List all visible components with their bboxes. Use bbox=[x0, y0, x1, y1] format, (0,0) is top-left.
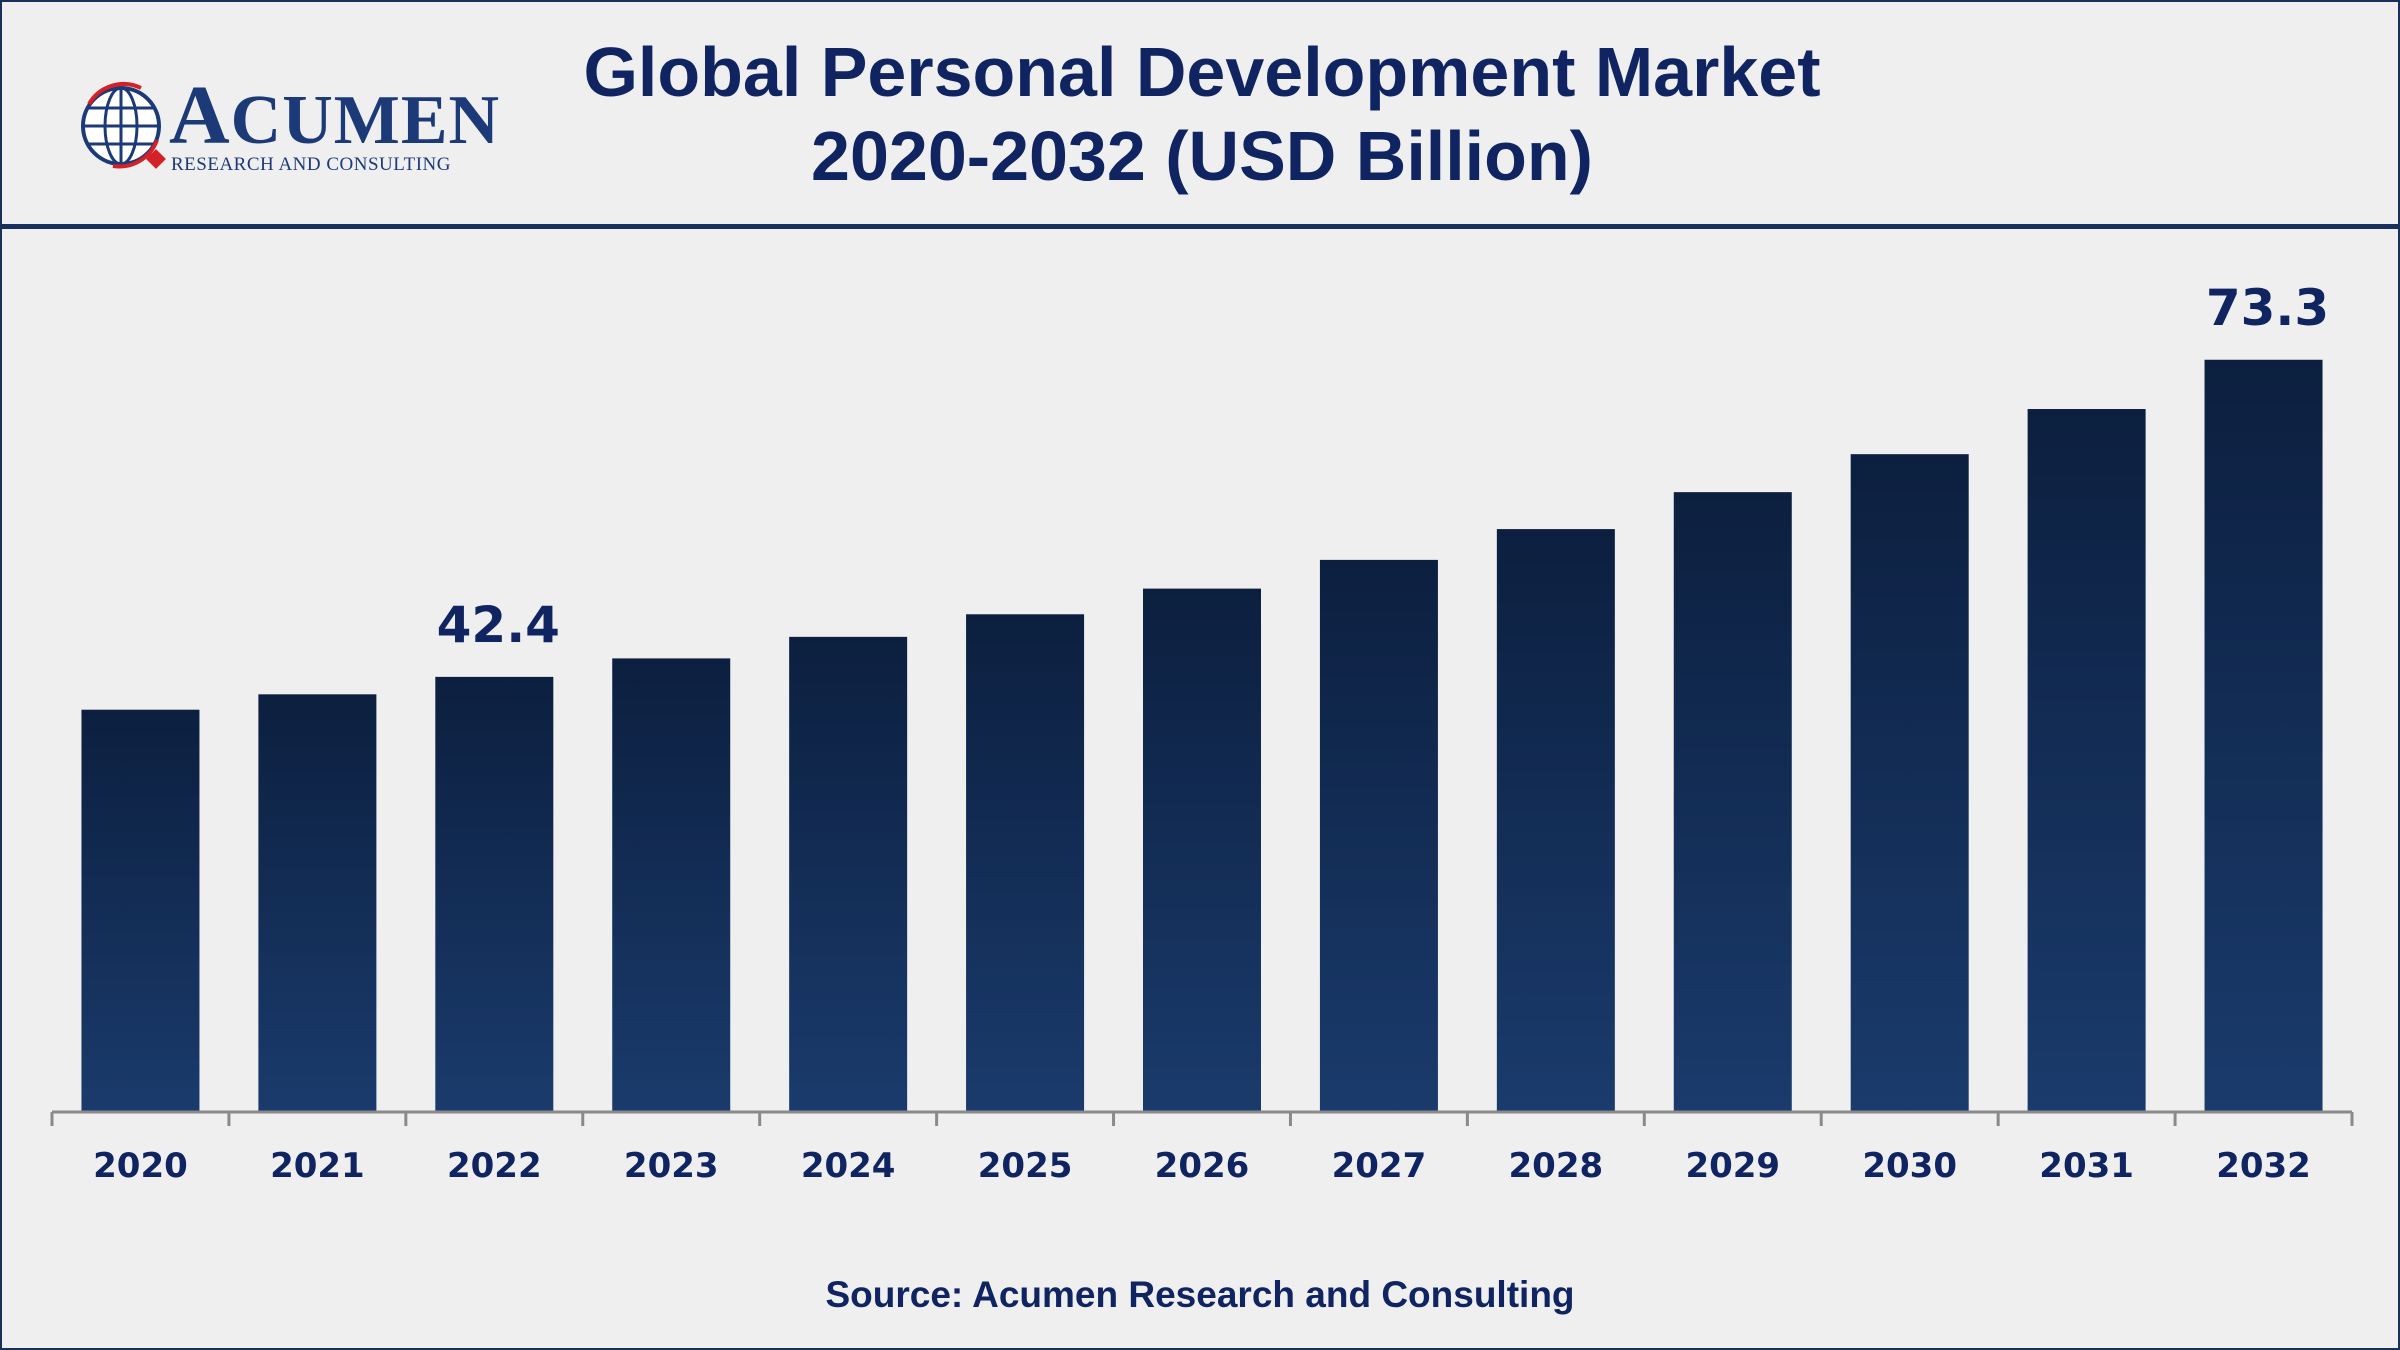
bar-2025 bbox=[966, 614, 1085, 1112]
x-tick-label-2026: 2026 bbox=[1155, 1146, 1250, 1186]
bar-2023 bbox=[612, 658, 731, 1112]
data-label-2032: 73.3 bbox=[2206, 279, 2329, 337]
bar-2022 bbox=[435, 676, 554, 1112]
bar-2020 bbox=[81, 709, 200, 1112]
x-tick-label-2021: 2021 bbox=[270, 1146, 365, 1186]
bar-2029 bbox=[1673, 492, 1792, 1112]
x-tick-label-2031: 2031 bbox=[2039, 1146, 2134, 1186]
bar-2032 bbox=[2204, 359, 2323, 1112]
x-tick-label-2023: 2023 bbox=[624, 1146, 719, 1186]
bar-2030 bbox=[1850, 454, 1969, 1112]
bar-2024 bbox=[789, 636, 908, 1112]
bar-chart: 2020 2021 2022 2023 2024 2025 2026 2027 2028 2029… bbox=[50, 279, 2354, 1186]
x-tick-label-2024: 2024 bbox=[801, 1146, 896, 1186]
logo-subtitle: RESEARCH AND CONSULTING bbox=[171, 154, 451, 175]
x-tick-label-2027: 2027 bbox=[1332, 1146, 1427, 1186]
logo-wordmark: ACUMEN bbox=[169, 74, 500, 158]
chart-title-line2: 2020-2032 (USD Billion) bbox=[811, 117, 1593, 195]
header-divider bbox=[2, 224, 2398, 229]
data-label-2022: 42.4 bbox=[437, 596, 560, 654]
bar-2021 bbox=[258, 694, 377, 1112]
x-tick-label-2020: 2020 bbox=[93, 1146, 188, 1186]
bar-2026 bbox=[1143, 588, 1261, 1112]
bar-2031 bbox=[2027, 409, 2146, 1112]
x-tick-label-2028: 2028 bbox=[1509, 1146, 1604, 1186]
x-tick-label-2029: 2029 bbox=[1685, 1146, 1780, 1186]
bar-2027 bbox=[1319, 559, 1438, 1112]
header: ACUMEN RESEARCH AND CONSULTING Global Pe… bbox=[2, 2, 2398, 224]
logo-name-rest: CUMEN bbox=[230, 82, 501, 159]
x-tick-label-2025: 2025 bbox=[978, 1146, 1073, 1186]
globe-icon bbox=[81, 82, 166, 169]
x-tick-label-2022: 2022 bbox=[447, 1146, 542, 1186]
acumen-logo: ACUMEN RESEARCH AND CONSULTING bbox=[77, 74, 499, 176]
x-tick-label-2032: 2032 bbox=[2216, 1146, 2311, 1186]
x-tick-label-2030: 2030 bbox=[1862, 1146, 1957, 1186]
logo-initial: A bbox=[169, 69, 231, 162]
source-note: Source: Acumen Research and Consulting bbox=[825, 1274, 1575, 1315]
chart-title: Global Personal Development Market 2020-… bbox=[502, 30, 1902, 198]
chart-title-line1: Global Personal Development Market bbox=[583, 33, 1821, 111]
bar-2028 bbox=[1496, 529, 1615, 1112]
